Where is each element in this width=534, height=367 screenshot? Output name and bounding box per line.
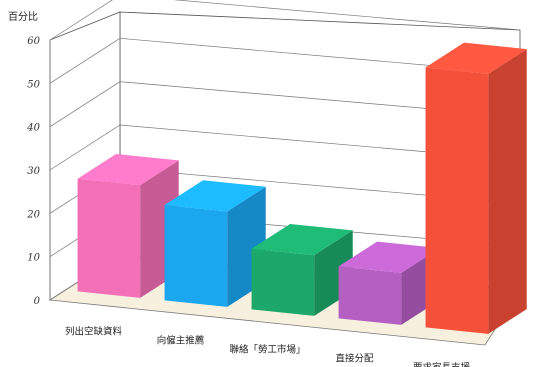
x-category-label: 向僱主推薦: [157, 335, 205, 347]
bar-front-face: [251, 248, 315, 316]
bar-front-face: [77, 178, 141, 298]
bar: [425, 42, 527, 334]
bar-side-face: [488, 49, 527, 334]
y-tick-label: 0: [34, 296, 41, 307]
y-tick-label: 60: [27, 36, 40, 47]
bar-front-face: [164, 205, 228, 307]
grid-line: [49, 0, 113, 41]
bar-top-face: [164, 180, 266, 212]
bar-top-face: [425, 42, 527, 74]
x-category-label: 列出空缺資料: [65, 326, 123, 338]
bar-top-face: [251, 223, 353, 256]
grid-line: [49, 38, 121, 84]
bar-front-face: [338, 266, 402, 325]
bar: [164, 180, 266, 307]
grid-line: [173, 0, 521, 31]
y-tick-label: 30: [27, 166, 40, 177]
x-category-label: 聯絡「勞工市場」: [229, 344, 305, 356]
y-tick-label: 20: [26, 209, 40, 220]
bars: [77, 42, 527, 334]
grid-line: [49, 124, 121, 171]
x-category-label: 直接分配: [335, 353, 374, 365]
y-axis-label: 百分比: [8, 11, 38, 23]
bar-front-face: [425, 67, 489, 334]
bar-top-face: [338, 241, 440, 273]
y-tick-label: 10: [27, 253, 40, 264]
y-tick-label: 50: [27, 79, 40, 90]
y-tick-label: 40: [26, 123, 40, 134]
y-axis-ticks: 0 10 20 30 40 50 60: [26, 36, 40, 307]
bar: [77, 153, 179, 298]
x-category-label: 要求家長支援: [413, 362, 471, 367]
grid-line: [49, 81, 121, 127]
bar-top-face: [77, 153, 179, 186]
